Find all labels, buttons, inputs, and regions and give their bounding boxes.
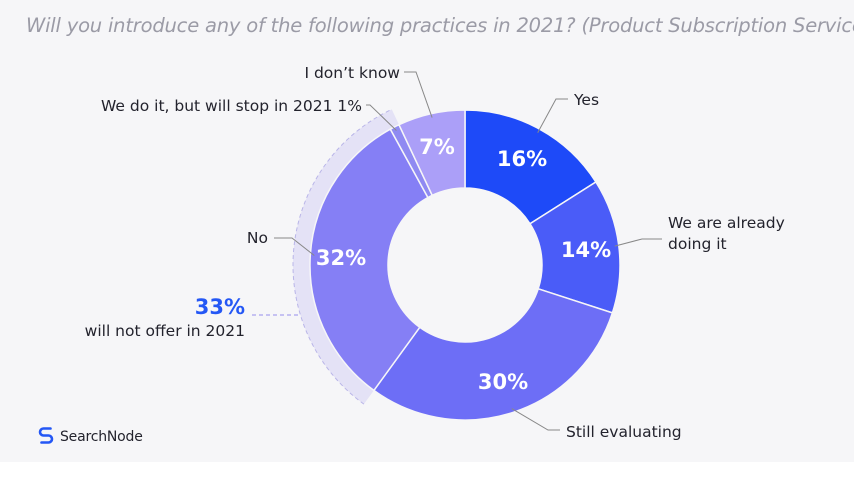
leader-line-yes (537, 98, 568, 133)
slice-value-yes: 16% (497, 147, 547, 171)
leader-line-no (274, 237, 315, 256)
slice-still-evaluating[interactable] (372, 287, 614, 421)
slice-label-dont-know: I don’t know (304, 64, 400, 82)
slice-i-don-t-know[interactable] (398, 109, 466, 197)
slice-label-will-stop: We do it, but will stop in 2021 1% (101, 97, 362, 115)
chart-title: Will you introduce any of the following … (26, 14, 854, 37)
slice-value-still-evaluating: 30% (478, 370, 528, 394)
slice-label-already-doing: We are already doing it (668, 214, 790, 253)
slice-value-no: 32% (316, 246, 366, 270)
leader-line-still-evaluating (511, 408, 560, 431)
brand: SearchNode (36, 424, 143, 450)
slice-label-yes: Yes (573, 91, 599, 109)
summary-annotation: 33% will not offer in 2021 (85, 295, 245, 340)
summary-band (293, 109, 400, 405)
slice-layer (309, 109, 621, 421)
leader-line-already-doing (614, 238, 662, 247)
slice-category-labels: Yes We are already doing it Still evalua… (101, 64, 790, 441)
slice-no[interactable] (309, 128, 429, 392)
slice-yes[interactable] (464, 109, 597, 225)
brand-name: SearchNode (60, 429, 143, 445)
leader-line-dont-know (404, 71, 433, 118)
summary-percent: 33% (195, 295, 245, 319)
slice-value-already-doing: 14% (561, 238, 611, 262)
summary-band-layer (292, 108, 400, 405)
slice-value-labels: 16% 14% 30% 32% 7% (316, 135, 611, 394)
summary-band-outline (292, 108, 392, 405)
chart-card: Will you introduce any of the following … (26, 14, 854, 450)
leader-line-will-stop (366, 104, 397, 131)
donut-chart: 16% 14% 30% 32% 7% Yes We are already do… (85, 64, 790, 441)
slice-value-dont-know: 7% (419, 135, 455, 159)
slice-label-no: No (247, 229, 268, 247)
leader-line-layer (252, 71, 662, 431)
summary-text: will not offer in 2021 (85, 322, 245, 340)
searchnode-logo-icon (36, 424, 56, 450)
slice-label-still-evaluating: Still evaluating (566, 423, 682, 441)
